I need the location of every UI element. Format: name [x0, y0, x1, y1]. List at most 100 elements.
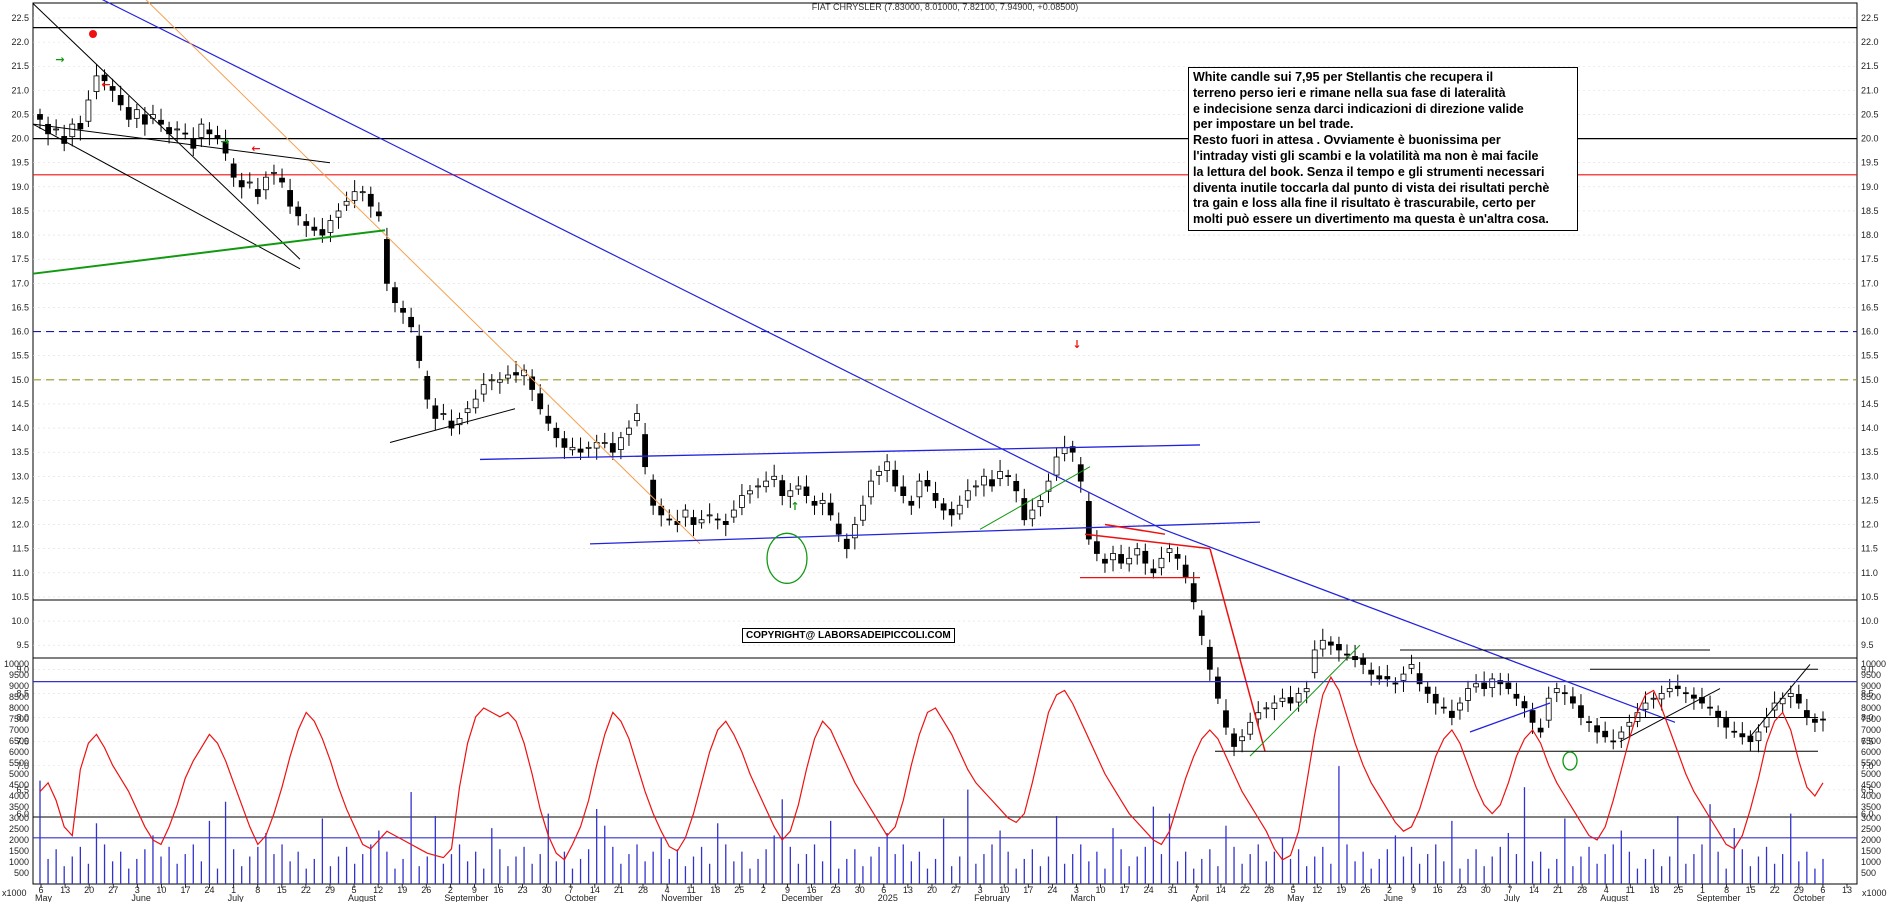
- candle-body: [222, 140, 229, 154]
- candle-body: [1134, 548, 1141, 556]
- x-tick-label: 1: [231, 885, 236, 895]
- candle-body: [617, 437, 624, 450]
- price-tick-label-right: 21.5: [1861, 61, 1879, 71]
- candle-body: [553, 427, 560, 439]
- price-tick-label-right: 18.0: [1861, 230, 1879, 240]
- volume-tick-label-left: 9000: [9, 681, 29, 691]
- candle-body: [827, 502, 834, 516]
- candle-body: [997, 471, 1003, 479]
- x-tick-label: 12: [373, 885, 383, 895]
- x-tick-label: 20: [927, 885, 937, 895]
- candle-body: [1465, 688, 1471, 701]
- price-tick-label-left: 6.5: [16, 785, 29, 795]
- candle-body: [634, 413, 640, 421]
- x-tick-label: 26: [1360, 885, 1370, 895]
- x-tick-label: 25: [734, 885, 744, 895]
- candle-body: [190, 138, 197, 149]
- x-tick-label: 13: [903, 885, 913, 895]
- volume-tick-label-left: 6000: [9, 747, 29, 757]
- candle-body: [1158, 557, 1165, 569]
- green-arrow-icon: →: [55, 53, 64, 66]
- volume-tick-label-right: 3000: [1861, 813, 1881, 823]
- green-rebound-line: [1249, 644, 1361, 757]
- candle-body: [1626, 721, 1633, 727]
- chart-title: FIAT CHRYSLER (7.83000, 8.01000, 7.82100…: [812, 2, 1078, 12]
- x-tick-label: 22: [1240, 885, 1250, 895]
- volume-tick-label-right: 5000: [1861, 769, 1881, 779]
- x-month-label: October: [1793, 893, 1825, 902]
- candle-body: [295, 206, 302, 217]
- price-tick-label-right: 7.0: [1861, 761, 1874, 771]
- volume-tick-label-left: 8500: [9, 692, 29, 702]
- candle-body: [650, 479, 657, 506]
- candle-body: [1578, 705, 1584, 718]
- comment-line: e indecisione senza darci indicazioni di…: [1193, 101, 1524, 116]
- candle-body: [1674, 685, 1681, 689]
- price-tick-label-left: 14.0: [11, 423, 29, 433]
- black-channel-upper: [32, 3, 301, 260]
- candle-body: [1005, 475, 1012, 477]
- price-tick-label-left: 11.5: [12, 544, 29, 554]
- x-tick-label: 3: [1074, 885, 1079, 895]
- candle-body: [254, 189, 261, 197]
- red-arrow-icon: ←: [251, 142, 260, 155]
- candle-body: [327, 220, 334, 233]
- price-tick-label-left: 12.0: [11, 520, 29, 530]
- comment-line: per impostare un bel trade.: [1193, 117, 1354, 132]
- x-tick-label: 24: [205, 885, 215, 895]
- candle-body: [1384, 676, 1391, 680]
- candle-body: [1166, 548, 1173, 553]
- candle-body: [1093, 541, 1100, 554]
- x-axis: 6 13 20 27 3 10 17 24 1 8 15 22 29 5 12 19 26 2 9 16 23 30 7 14…: [35, 884, 1852, 902]
- price-tick-label-right: 10.0: [1861, 616, 1879, 626]
- candle-body: [763, 480, 770, 488]
- candle-body: [1215, 676, 1221, 699]
- volume-tick-label-left: 500: [14, 868, 29, 878]
- x-tick-label: 27: [108, 885, 118, 895]
- x-tick-label: 10: [156, 885, 166, 895]
- x-month-label: September: [444, 893, 488, 902]
- x-tick-label: 11: [686, 885, 695, 895]
- price-tick-label-left: 10.5: [11, 592, 29, 602]
- copyright-label: COPYRIGHT@ LABORSADEIPICCOLI.COM: [742, 628, 955, 643]
- candle-body: [1311, 649, 1318, 674]
- candle-body: [440, 413, 447, 415]
- price-tick-label-right: 13.0: [1861, 471, 1879, 481]
- candle-body: [747, 490, 753, 495]
- x-tick-label: 2: [448, 885, 453, 895]
- x-tick-label: 30: [542, 885, 552, 895]
- price-tick-label-right: 9.0: [1861, 664, 1874, 674]
- candle-body: [472, 398, 479, 409]
- x-tick-label: 7: [568, 885, 573, 895]
- x-month-label: September: [1697, 893, 1741, 902]
- volume-tick-label-right: 500: [1861, 868, 1876, 878]
- candle-body: [513, 372, 519, 376]
- volume-tick-label-left: 1000: [9, 857, 29, 867]
- long-term-blue-trendline-continuation: [1162, 528, 1676, 723]
- candle-body: [1102, 558, 1108, 564]
- candle-body: [367, 193, 374, 207]
- candle-body: [246, 181, 253, 184]
- x-tick-label: 5: [352, 885, 357, 895]
- price-tick-label-left: 19.0: [11, 182, 29, 192]
- candle-body: [351, 191, 358, 201]
- candle-body: [69, 123, 76, 138]
- candle-body: [1295, 692, 1302, 703]
- price-tick-label-left: 16.5: [11, 302, 29, 312]
- candle-body: [835, 523, 842, 535]
- price-tick-label-left: 17.0: [11, 278, 29, 288]
- candle-body: [133, 109, 140, 119]
- candle-body: [1739, 733, 1746, 738]
- candle-body: [359, 191, 366, 194]
- x-tick-label: 29: [325, 885, 335, 895]
- candle-body: [311, 226, 318, 231]
- green-support-line: [32, 229, 386, 275]
- candle-body: [1682, 692, 1689, 695]
- x-tick-label: 14: [590, 885, 600, 895]
- x-month-label: May: [1287, 893, 1305, 902]
- volume-tick-label-right: 4000: [1861, 791, 1881, 801]
- x-tick-label: 17: [1120, 885, 1130, 895]
- candle-body: [803, 486, 810, 496]
- price-tick-label-left: 18.5: [11, 206, 29, 216]
